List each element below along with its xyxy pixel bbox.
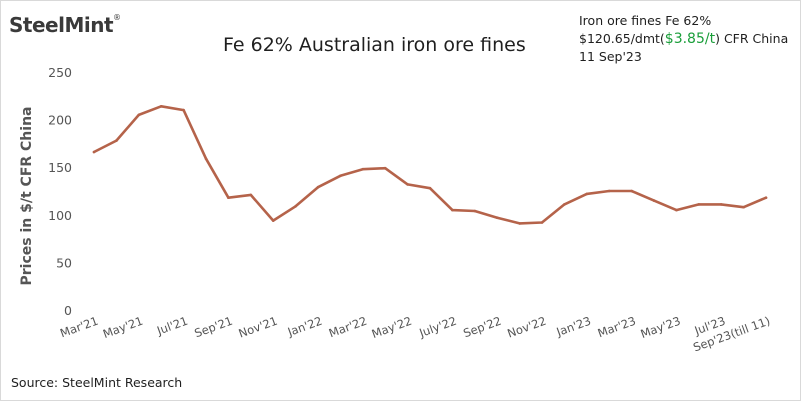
data-point [540, 221, 544, 224]
chart-title: Fe 62% Australian iron ore fines [223, 34, 526, 56]
data-point [316, 185, 320, 189]
price-series-line [92, 105, 768, 225]
y-axis-label: Prices in $/t CFR China [19, 107, 35, 286]
data-point [719, 203, 723, 206]
data-point [652, 199, 656, 202]
x-tick-label: Sep'22 [461, 314, 503, 341]
price-suffix: ) CFR China [715, 31, 789, 46]
source-note: Source: SteelMint Research [11, 375, 183, 390]
x-tick-label: Mar'22 [327, 314, 369, 341]
y-axis: 0 50 100 150 200 250 [48, 65, 72, 318]
data-point [339, 174, 342, 178]
info-line-2: $120.65/dmt($3.85/t) CFR China [579, 30, 788, 48]
data-point [607, 189, 611, 193]
data-point [294, 205, 297, 208]
data-point [451, 208, 454, 212]
y-tick-label: 50 [56, 255, 72, 270]
data-point [585, 192, 589, 196]
x-tick-label: Jul'21 [154, 314, 189, 338]
x-tick-label: May'23 [639, 314, 683, 341]
x-tick-label: Nov'22 [505, 314, 548, 341]
y-tick-label: 200 [48, 113, 72, 128]
data-point [159, 105, 163, 108]
y-tick-label: 100 [48, 208, 72, 223]
y-tick-label: 150 [48, 160, 72, 175]
data-point [675, 208, 678, 212]
price-value: $120.65/dmt( [579, 31, 665, 46]
x-tick-label: Jan'23 [554, 314, 593, 340]
x-axis: Mar'21 May'21 Jul'21 Sep'21 Nov'21 Jan'22 Mar'… [58, 314, 772, 355]
y-tick-label: 250 [48, 65, 72, 80]
data-point [563, 203, 566, 206]
data-point [115, 139, 118, 142]
data-point [518, 222, 521, 225]
data-point [383, 166, 387, 170]
data-point [406, 183, 409, 186]
data-point [92, 150, 96, 154]
steelmint-logo: SteelMint® [9, 13, 121, 37]
data-point [742, 205, 745, 209]
data-point [271, 219, 275, 222]
series-layer [92, 105, 768, 225]
x-tick-label: May'22 [370, 314, 414, 341]
data-point [473, 209, 477, 213]
x-tick-label: Mar'23 [596, 314, 638, 341]
data-point [495, 216, 499, 219]
data-point [227, 196, 230, 199]
data-point [361, 167, 365, 171]
x-tick-label: Sep'21 [193, 314, 235, 341]
info-date: 11 Sep'23 [579, 49, 642, 64]
info-line-1: Iron ore fines Fe 62% [579, 13, 712, 28]
x-tick-label: May'21 [101, 314, 145, 341]
data-point [428, 186, 432, 190]
data-point [204, 157, 208, 160]
price-change: $3.85/t [664, 31, 716, 47]
price-info-box: Iron ore fines Fe 62% $120.65/dmt($3.85/… [579, 12, 788, 66]
y-tick-label: 0 [64, 303, 72, 318]
data-point [630, 189, 633, 193]
data-point [697, 203, 701, 206]
x-tick-label: July'22 [417, 314, 459, 341]
x-tick-label: Jan'22 [285, 314, 324, 340]
data-point [764, 196, 768, 199]
x-tick-label: Nov'21 [237, 314, 280, 341]
data-point [137, 113, 141, 117]
data-point [182, 108, 185, 112]
data-point [249, 193, 253, 197]
